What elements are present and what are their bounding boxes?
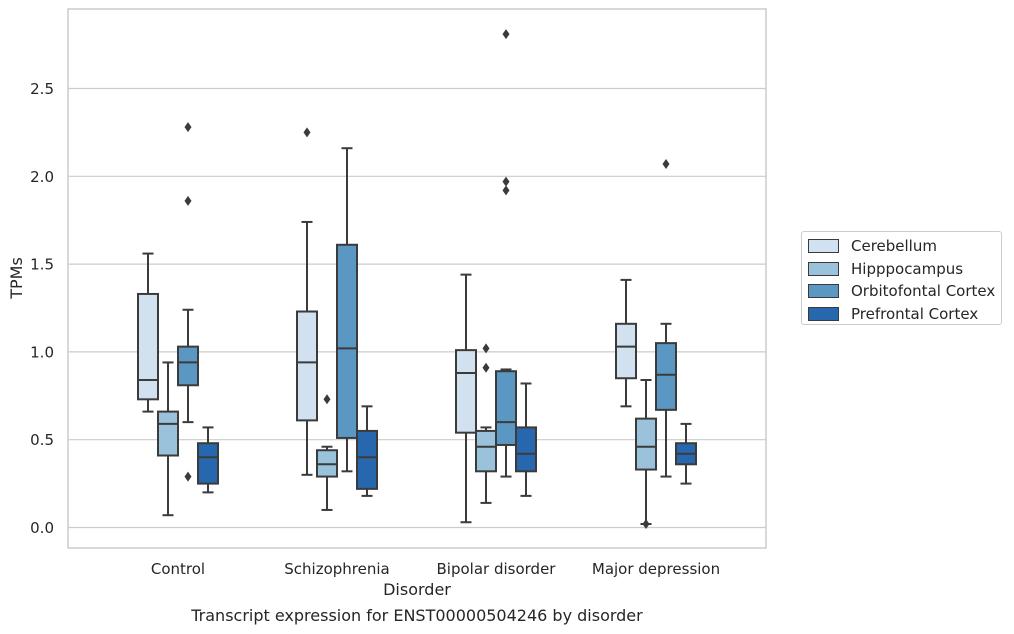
y-tick-label: 2.0 [30, 168, 54, 186]
chart-caption: Transcript expression for ENST0000050424… [191, 606, 643, 625]
box-prefrontal-cortex [197, 426, 219, 494]
legend-label: Orbitofontal Cortex [851, 282, 996, 301]
legend-item: Orbitofontal Cortex [808, 280, 1001, 303]
outlier-point [502, 29, 510, 40]
box-orbitofontal-cortex [655, 159, 677, 478]
iqr-box [137, 292, 159, 401]
box-series [137, 29, 697, 529]
box-hipppocampus [635, 378, 657, 529]
box-cerebellum [615, 278, 637, 408]
legend-item: Hipppocampus [808, 258, 1001, 281]
iqr-box [515, 426, 537, 473]
plot-area-frame [67, 8, 767, 549]
legend-label: Cerebellum [851, 237, 937, 256]
x-tick-label: Major depression [592, 560, 720, 578]
x-tick-label: Bipolar disorder [437, 560, 557, 578]
outlier-point [502, 176, 510, 187]
outlier-point [642, 518, 650, 529]
outlier-point [662, 159, 670, 170]
iqr-box [177, 345, 199, 387]
iqr-box [455, 349, 477, 434]
legend: Cerebellum Hipppocampus Orbitofontal Corte… [801, 231, 1002, 325]
legend-label: Prefrontal Cortex [851, 304, 979, 323]
outlier-point [502, 185, 510, 196]
legend-item: Cerebellum [808, 235, 1001, 258]
iqr-box [296, 310, 318, 422]
y-tick-label: 0.5 [30, 431, 54, 449]
grid-lines [68, 87, 766, 529]
x-axis-title: Disorder [383, 580, 451, 599]
y-axis-ticks: 0.0 0.5 1.0 1.5 2.0 2.5 [30, 80, 54, 537]
legend-swatch [808, 306, 839, 321]
iqr-box [356, 429, 378, 490]
y-axis-title: TPMs [7, 257, 26, 300]
outlier-point [323, 394, 331, 405]
outlier-point [482, 362, 490, 373]
iqr-box [475, 429, 497, 473]
outlier-point [482, 343, 490, 354]
y-tick-label: 1.0 [30, 343, 54, 361]
outlier-point [184, 195, 192, 206]
box-prefrontal-cortex [675, 422, 697, 485]
box-cerebellum [455, 273, 477, 524]
iqr-box [635, 417, 657, 471]
legend-swatch [808, 261, 839, 276]
iqr-box [336, 243, 358, 439]
iqr-box [615, 322, 637, 380]
outlier-point [184, 471, 192, 482]
box-prefrontal-cortex [356, 405, 378, 497]
legend-item: Prefrontal Cortex [808, 303, 1001, 326]
y-tick-label: 2.5 [30, 80, 54, 98]
box-cerebellum [296, 127, 318, 476]
box-orbitofontal-cortex [177, 122, 199, 482]
box-hipppocampus [316, 394, 338, 511]
legend-swatch [808, 239, 839, 254]
iqr-box [157, 410, 179, 457]
box-hipppocampus [475, 343, 497, 504]
outlier-point [184, 122, 192, 133]
box-prefrontal-cortex [515, 382, 537, 497]
iqr-box [655, 342, 677, 411]
box-orbitofontal-cortex [495, 29, 517, 478]
x-tick-label: Control [151, 560, 205, 578]
y-tick-label: 1.5 [30, 256, 54, 274]
iqr-box [197, 442, 219, 485]
x-axis-ticks: Control Schizophrenia Bipolar disorder Majo… [151, 560, 720, 578]
x-tick-label: Schizophrenia [284, 560, 389, 578]
legend-label: Hipppocampus [851, 259, 964, 278]
box-hipppocampus [157, 361, 179, 517]
legend-swatch [808, 284, 839, 299]
outlier-point [303, 127, 311, 138]
box-cerebellum [137, 252, 159, 413]
iqr-box [495, 370, 517, 446]
y-tick-label: 0.0 [30, 519, 54, 537]
box-orbitofontal-cortex [336, 147, 358, 473]
